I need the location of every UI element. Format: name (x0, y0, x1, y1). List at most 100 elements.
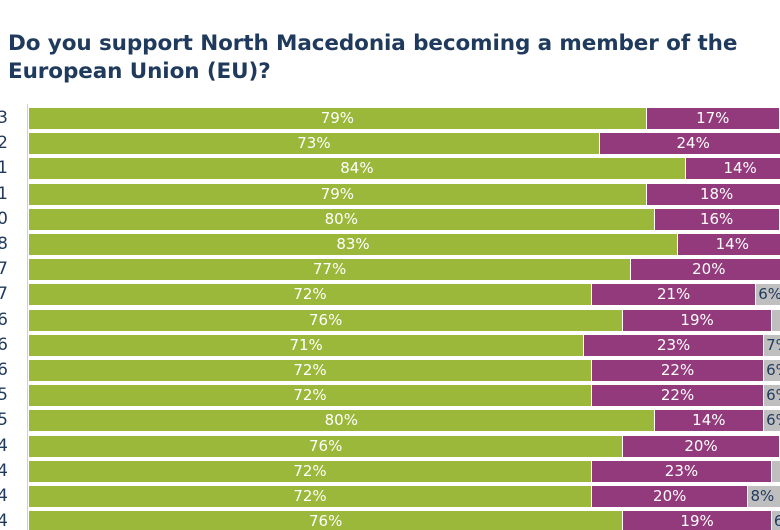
data-label: 72% (293, 461, 327, 480)
bar-segment-other: 6% (764, 360, 780, 381)
data-label: 77% (312, 260, 347, 279)
bar-segment-do-not-support: 16% (654, 208, 779, 230)
category-axis (27, 104, 28, 530)
data-label: 72% (293, 361, 327, 379)
data-label: 19% (680, 512, 714, 530)
bar-segment-support: 76% (29, 435, 623, 457)
bar-segment-support: 83% (29, 234, 678, 255)
bar-segment-support: 79% (29, 183, 646, 205)
data-label: 22% (660, 361, 695, 379)
data-label: 23% (664, 461, 699, 480)
bar-segment-do-not-support: 14% (654, 410, 764, 432)
category-label: 7 (0, 284, 8, 305)
bar-segment-do-not-support: 22% (592, 360, 764, 381)
bar-segment-do-not-support: 14% (678, 234, 780, 255)
data-label: 6% (773, 512, 780, 530)
category-label: 1 (0, 158, 8, 179)
data-label: 80% (324, 411, 358, 430)
data-label: 14% (692, 411, 726, 430)
data-label: 84% (340, 159, 374, 178)
bar-segment-support: 72% (29, 284, 592, 306)
bar-segment-support: 76% (29, 511, 623, 530)
category-label: 6 (0, 360, 8, 380)
bar-segment-support: 71% (29, 334, 584, 356)
bar-segment-do-not-support: 23% (584, 334, 764, 356)
data-label: 17% (696, 109, 730, 127)
bar-segment-support: 72% (29, 486, 592, 507)
category-label: 5 (0, 410, 8, 431)
data-label: 20% (653, 487, 687, 505)
data-label: 20% (684, 436, 718, 455)
bar-segment-support: 72% (29, 460, 592, 482)
data-label: 6% (766, 411, 780, 430)
data-label: 79% (320, 109, 355, 127)
data-label: 8% (750, 487, 775, 505)
bar-segment-do-not-support: 24% (599, 133, 780, 155)
bar-segment-do-not-support: 18% (646, 183, 780, 205)
bar-segment-do-not-support: 23% (592, 460, 771, 482)
data-label: 6% (766, 361, 780, 379)
category-label: 0 (0, 208, 8, 229)
bar-segment-do-not-support: 20% (623, 435, 779, 457)
category-label: 4 (0, 486, 8, 506)
data-label: 80% (324, 209, 358, 228)
data-label: 21% (656, 285, 691, 304)
data-label: 76% (308, 512, 343, 530)
data-label: 24% (676, 134, 710, 153)
bar-segment-do-not-support: 17% (646, 108, 779, 129)
data-label: 72% (293, 487, 327, 505)
chart-title: Do you support North Macedonia becoming … (8, 31, 738, 84)
category-label: 6 (0, 334, 8, 355)
bar-segment-do-not-support: 19% (623, 309, 771, 331)
data-label: 18% (699, 184, 734, 203)
bar-segment-do-not-support: 20% (631, 259, 780, 281)
data-label: 23% (656, 335, 691, 354)
data-label: 14% (715, 235, 749, 253)
bar-segment-support: 72% (29, 385, 592, 407)
data-label: 14% (723, 159, 757, 178)
category-label: 2 (0, 133, 8, 154)
bar-segment-other: 6% (764, 410, 780, 432)
bar-segment-do-not-support: 19% (623, 511, 771, 530)
category-label: 4 (0, 460, 8, 481)
stacked-bar-chart: 3 79% 17% 2 73% 24% 1 84% 14% 1 79% 18% 0 80% 16% 8 83% 1… (0, 104, 780, 530)
category-label: 5 (0, 385, 8, 406)
category-label: 1 (0, 183, 8, 204)
bar-segment-other: 6% (771, 511, 780, 530)
data-label: 72% (293, 285, 327, 304)
bar-segment-support: 80% (29, 208, 654, 230)
data-label: 6% (766, 386, 780, 405)
data-label: 71% (289, 335, 323, 354)
bar-segment-other: 6% (756, 284, 780, 306)
bar-segment-other: 7% (764, 334, 780, 356)
bar-segment-support: 72% (29, 360, 592, 381)
bar-segment-support: 84% (29, 158, 685, 180)
data-label: 7% (766, 335, 780, 354)
data-label: 73% (297, 134, 331, 153)
data-label: 19% (680, 310, 714, 329)
data-label: 83% (336, 235, 370, 253)
data-label: 6% (758, 285, 780, 304)
bar-segment-support: 80% (29, 410, 654, 432)
bar-segment-support: 79% (29, 108, 646, 129)
bar-segment-support: 77% (29, 259, 631, 281)
category-label: 6 (0, 309, 8, 330)
bar-segment-other (771, 460, 780, 482)
category-label: 7 (0, 259, 8, 280)
data-label: 22% (660, 386, 695, 405)
bar-segment-do-not-support: 21% (592, 284, 756, 306)
category-label: 8 (0, 234, 8, 254)
bar-segment-other (771, 309, 780, 331)
category-label: 4 (0, 511, 8, 530)
bar-segment-do-not-support: 14% (685, 158, 780, 180)
bar-segment-support: 73% (29, 133, 599, 155)
data-label: 16% (699, 209, 734, 228)
data-label: 76% (308, 310, 343, 329)
bar-segment-other: 6% (764, 385, 780, 407)
data-label: 72% (293, 386, 327, 405)
category-label: 4 (0, 435, 8, 456)
bar-segment-do-not-support: 20% (592, 486, 748, 507)
category-label: 3 (0, 108, 8, 128)
bar-segment-do-not-support: 22% (592, 385, 764, 407)
data-label: 79% (320, 184, 355, 203)
